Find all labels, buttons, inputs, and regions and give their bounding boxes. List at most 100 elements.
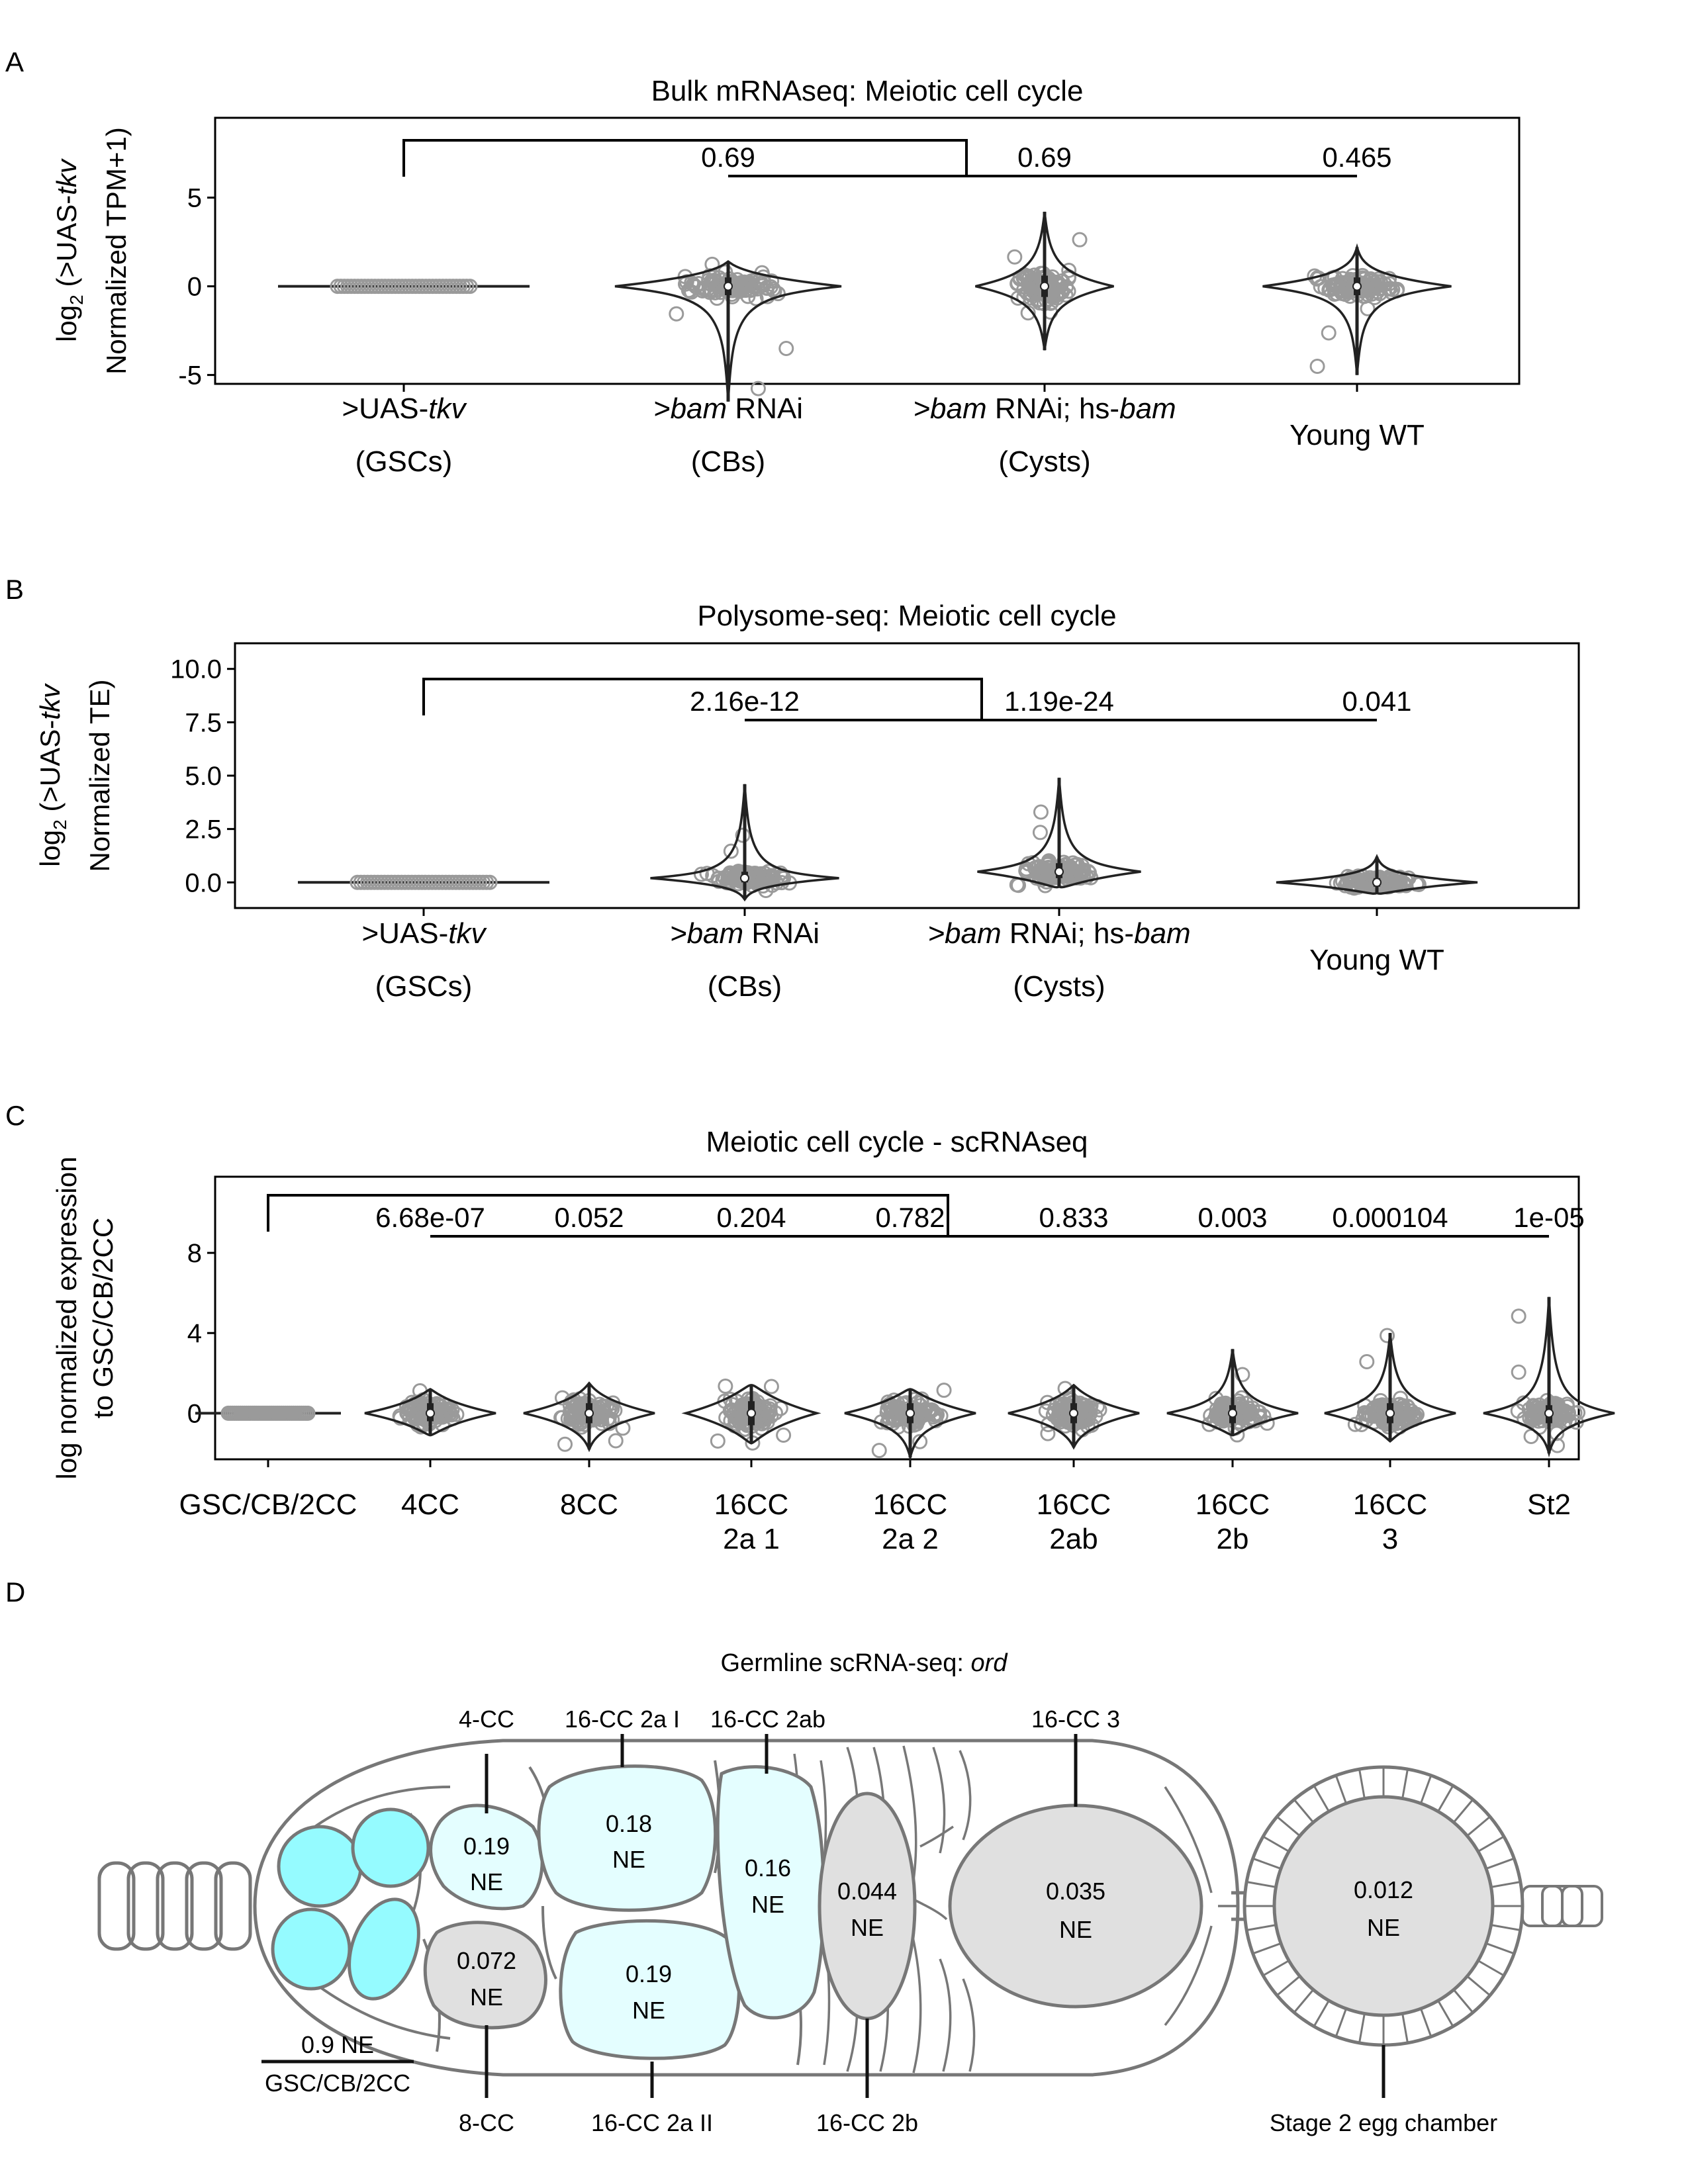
x-tick-label-line2: (GSCs) xyxy=(375,970,473,1003)
y-tick-label: 5 xyxy=(187,184,202,213)
label-part: RNAi; hs- xyxy=(1002,917,1134,950)
label-part: RNAi xyxy=(727,392,803,425)
x-tick-label: >bam RNAi; hs-bam xyxy=(927,917,1190,950)
chart-scrnaseq: Meiotic cell cycle - scRNAseq 8 4 0 log norm… xyxy=(51,1126,1615,1555)
x-tick-label-line2: (CBs) xyxy=(708,970,782,1003)
data-point xyxy=(1512,1310,1525,1323)
y-tick-label: 7.5 xyxy=(185,708,222,737)
data-point xyxy=(1512,1365,1525,1379)
median-dot xyxy=(1386,1409,1394,1417)
cell-16cc-2a-1 xyxy=(539,1766,716,1911)
data-point xyxy=(1034,805,1047,819)
x-tick-label: 8CC xyxy=(560,1488,618,1521)
egg-chamber-diagram: Germline scRNA-seq: ord xyxy=(99,1649,1602,2136)
label-part: RNAi; hs- xyxy=(987,392,1119,425)
y-tick-label: 5.0 xyxy=(185,762,222,791)
posterior-stalk xyxy=(1523,1886,1602,1926)
label-16cc-2b: 16-CC 2b xyxy=(816,2109,918,2136)
cell-16cc-2b-unit: NE xyxy=(851,1914,884,1941)
panel-label-b: B xyxy=(5,574,24,605)
x-tick-label: 16CC xyxy=(1196,1488,1270,1521)
y-axis-label: log2 (>UAS-tkv xyxy=(34,682,70,867)
cell-8cc-unit: NE xyxy=(470,1983,503,2011)
legend-value: 0.9 NE xyxy=(301,2031,374,2058)
label-part: tkv xyxy=(428,392,467,425)
chart-bulk-mrnaseq: Bulk mRNAseq: Meiotic cell cycle 5 0 -5 log2… xyxy=(51,75,1519,478)
x-tick-label: Young WT xyxy=(1289,419,1425,451)
y-tick-label: 0 xyxy=(187,273,202,302)
x-tick-label-line2: 3 xyxy=(1382,1523,1398,1555)
data-point xyxy=(1311,359,1324,373)
median-dot xyxy=(906,1409,914,1417)
y-axis-label: log2 (>UAS-tkv xyxy=(51,158,87,342)
data-point xyxy=(937,1384,951,1397)
label-16cc-2ab: 16-CC 2ab xyxy=(710,1706,825,1733)
label-16cc-2a-2: 16-CC 2a II xyxy=(591,2109,713,2136)
y-label-part: tkv xyxy=(34,682,66,720)
cell-8cc xyxy=(425,1923,545,2028)
x-tick-label: >UAS-tkv xyxy=(342,392,467,425)
cell-16cc-3 xyxy=(950,1805,1201,2007)
p-value-label: 0.69 xyxy=(1017,142,1072,173)
x-tick-label: >bam RNAi xyxy=(670,917,820,950)
p-value-label: 0.041 xyxy=(1342,686,1411,717)
x-tick-label-line2: 2b xyxy=(1217,1523,1249,1555)
p-value-label: 0.003 xyxy=(1197,1202,1267,1233)
x-tick-label: 16CC xyxy=(1037,1488,1111,1521)
median-dot xyxy=(585,1409,593,1417)
stage2-oocyte xyxy=(1274,1797,1493,2015)
data-point xyxy=(780,341,793,355)
data-point xyxy=(1008,250,1021,263)
cell-16cc-2ab-unit: NE xyxy=(751,1891,784,1918)
data-point xyxy=(1033,826,1047,839)
panel-label-a: A xyxy=(5,46,24,77)
median-dot xyxy=(741,874,749,882)
label-stage2: Stage 2 egg chamber xyxy=(1270,2109,1497,2136)
cell-16cc-3-unit: NE xyxy=(1059,1916,1092,1943)
p-value-label: 0.69 xyxy=(701,142,755,173)
x-tick-label-line2: (GSCs) xyxy=(355,445,453,478)
label-part: >UAS- xyxy=(361,917,448,950)
y-axis-label: log normalized expression xyxy=(51,1157,82,1480)
chart-title: Polysome-seq: Meiotic cell cycle xyxy=(697,600,1116,632)
y-axis-label: to GSC/CB/2CC xyxy=(87,1218,118,1418)
label-part: tkv xyxy=(448,917,487,950)
label-part: RNAi xyxy=(743,917,820,950)
y-label-part: log xyxy=(34,830,66,867)
data-point xyxy=(719,1380,732,1393)
median-dot xyxy=(1545,1409,1553,1417)
y-tick-label: 8 xyxy=(187,1239,202,1268)
x-tick-label: St2 xyxy=(1527,1488,1571,1521)
y-tick-label: 10.0 xyxy=(170,655,222,684)
label-part: bam xyxy=(1119,392,1176,425)
x-tick-label: 4CC xyxy=(401,1488,459,1521)
cell-16cc-2a-2-value: 0.19 xyxy=(626,1960,672,1987)
y-axis-label: Normalized TE) xyxy=(84,680,115,872)
x-tick-label: 16CC xyxy=(1353,1488,1428,1521)
median-dot xyxy=(747,1409,755,1417)
x-tick-label-line2: 2a 1 xyxy=(723,1523,780,1555)
anterior-stalk xyxy=(99,1863,250,1949)
x-tick-label: 16CC xyxy=(873,1488,948,1521)
cell-stage2-unit: NE xyxy=(1367,1914,1400,1941)
y-label-part: tkv xyxy=(51,158,82,195)
panel-label-c: C xyxy=(5,1100,25,1131)
p-value-label: 0.782 xyxy=(875,1202,945,1233)
cell-16cc-2b xyxy=(820,1794,915,2019)
median-dot xyxy=(1041,283,1049,291)
data-point xyxy=(559,1437,572,1451)
p-value-label: 1e-05 xyxy=(1513,1202,1584,1233)
label-part: >bam xyxy=(913,392,986,425)
diagram-title: Germline scRNA-seq: ord xyxy=(721,1649,1009,1677)
y-label-part: (>UAS- xyxy=(51,195,82,295)
chart-title: Bulk mRNAseq: Meiotic cell cycle xyxy=(651,75,1084,107)
p-value-label: 6.68e-07 xyxy=(375,1202,485,1233)
x-tick-label-line2: 2a 2 xyxy=(882,1523,939,1555)
x-tick-label-line2: (CBs) xyxy=(691,445,765,478)
cell-16cc-2b-value: 0.044 xyxy=(837,1878,897,1905)
x-tick-label-line2: (Cysts) xyxy=(1013,970,1105,1003)
data-point xyxy=(765,1380,778,1393)
cell-16cc-2a-1-unit: NE xyxy=(612,1846,645,1873)
y-tick-label: -5 xyxy=(178,361,202,390)
